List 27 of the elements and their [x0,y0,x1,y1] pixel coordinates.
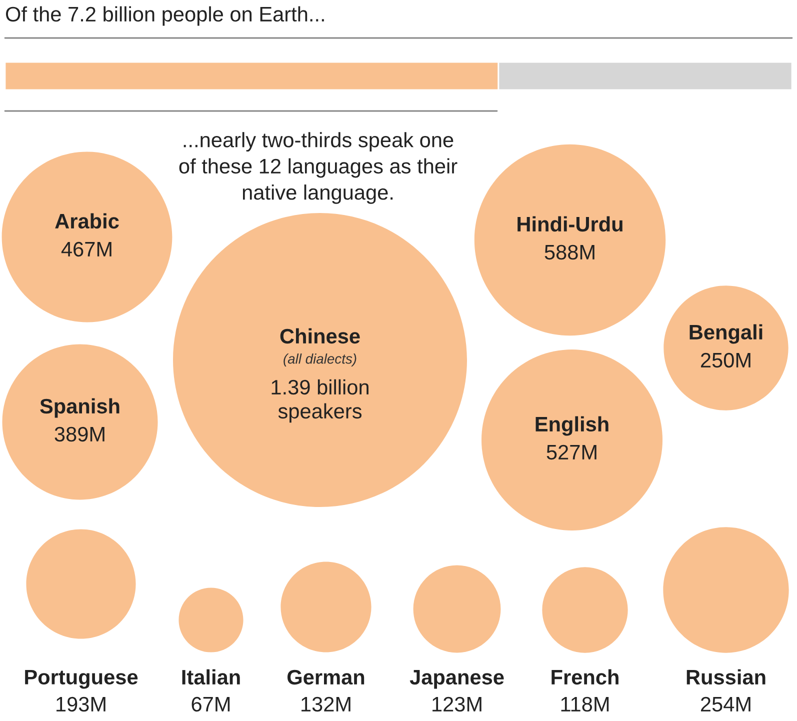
category-label: Portuguese [25,670,138,689]
data-label: 254M [700,696,750,712]
category-label: Italian [182,669,240,685]
data-label: 67M [192,696,230,712]
data-label: 467M [61,242,112,257]
category-label: Russian [686,669,766,685]
category-label: Arabic [55,213,119,229]
category-label: French [552,669,618,685]
category-label: Spanish [40,398,120,418]
text: (all dialects) [284,354,356,366]
category-label: English [536,416,608,436]
text: ...nearly two-thirds speak one of these 12 languages as their native language. [179,132,458,204]
data-label: 193M [56,696,106,712]
category-label: Chinese [280,328,360,344]
data-label: 250M [700,352,750,368]
category-label: Hindi-Urdu [518,216,622,232]
data-label: 527M [546,444,596,460]
category-label: Japanese [410,670,504,689]
data-label: 123M [432,696,482,712]
category-label: German [287,670,364,685]
data-label: 588M [544,244,594,260]
category-label: Bengali [690,324,762,344]
data-label: 118M [561,696,609,712]
chart-title: Of the 7.2 billion people on Earth... [6,6,324,26]
data-label: 389M [54,426,104,442]
data-label: 1.39 billion speakers [272,379,368,423]
data-label: 132M [302,696,350,712]
